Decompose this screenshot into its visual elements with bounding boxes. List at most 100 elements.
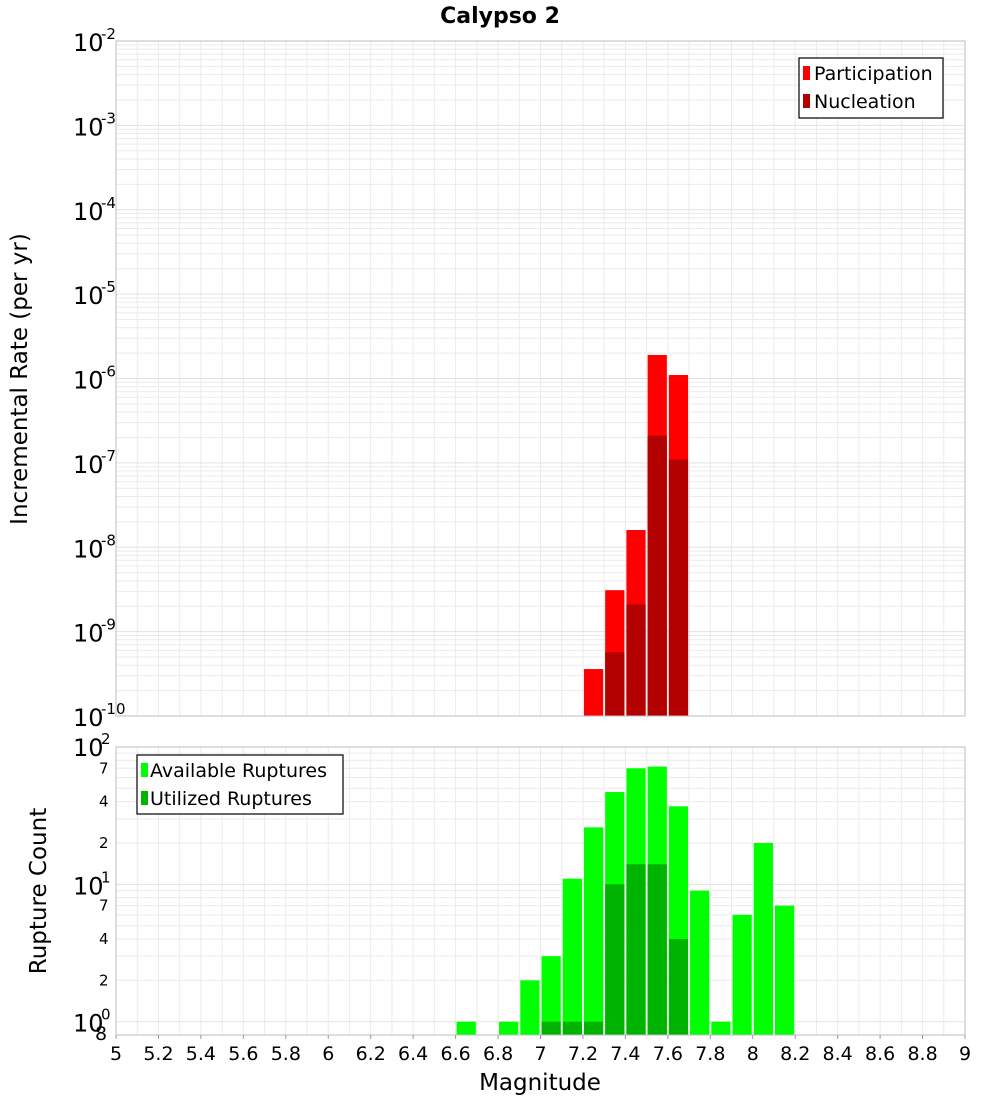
rate-y-tick-base: 10 — [73, 620, 104, 648]
x-tick-label: 6.6 — [440, 1043, 470, 1065]
utilized-ruptures-bar — [626, 864, 646, 1035]
nucleation-bar — [605, 652, 625, 716]
x-tick-label: 6.8 — [483, 1043, 513, 1065]
rate-y-tick-exponent: -9 — [101, 616, 116, 634]
count-y-axis-label: Rupture Count — [26, 808, 52, 974]
x-tick-label: 5.6 — [228, 1043, 258, 1065]
rate-y-tick-base: 10 — [73, 29, 104, 57]
rate-y-tick-base: 10 — [73, 704, 104, 732]
count-legend: Available Ruptures Utilized Ruptures — [136, 754, 344, 815]
x-tick-label: 8.8 — [907, 1043, 937, 1065]
x-tick-label: 7.2 — [568, 1043, 598, 1065]
nucleation-bar — [647, 435, 667, 716]
count-y-tick-exponent: 0 — [101, 1006, 111, 1024]
x-tick-label: 7 — [534, 1043, 546, 1065]
participation-legend-swatch — [803, 66, 810, 80]
rate-y-tick-exponent: -7 — [101, 447, 116, 465]
x-tick-label: 7.8 — [695, 1043, 725, 1065]
rate-y-tick-exponent: -3 — [101, 109, 116, 127]
x-tick-label: 8.2 — [780, 1043, 810, 1065]
count-legend-box — [136, 754, 344, 815]
utilized-ruptures-bar — [605, 884, 625, 1035]
x-tick-label: 9 — [959, 1043, 971, 1065]
available-ruptures-bar — [456, 1021, 476, 1035]
nucleation-bar — [668, 459, 689, 716]
x-tick-label: 7.4 — [610, 1043, 640, 1065]
count-gridlines — [115, 747, 966, 1035]
count-y-tick-base: 10 — [73, 872, 104, 900]
x-tick-label: 6 — [322, 1043, 334, 1065]
available-ruptures-bar — [774, 905, 795, 1035]
rate-y-axis-label: Incremental Rate (per yr) — [7, 233, 33, 525]
available-ruptures-bar — [541, 956, 561, 1035]
x-tick-label: 8.6 — [865, 1043, 895, 1065]
utilized-ruptures-bar — [583, 1021, 604, 1035]
count-y-minor-tick-label: 4 — [99, 930, 109, 948]
count-y-tick-exponent: 2 — [101, 730, 111, 748]
count-y-minor-tick-label: 7 — [99, 897, 109, 915]
rate-y-tick-base: 10 — [73, 367, 104, 395]
count-y-tick-base: 10 — [73, 1010, 104, 1038]
available-legend-label: Available Ruptures — [150, 760, 327, 782]
nucleation-bar — [626, 604, 646, 716]
count-y-tick-base: 10 — [73, 734, 104, 762]
utilized-legend-label: Utilized Ruptures — [150, 788, 312, 810]
rate-y-tick-base: 10 — [73, 451, 104, 479]
count-y-minor-tick-label: 2 — [99, 834, 109, 852]
count-y-minor-tick-label: 4 — [99, 793, 109, 811]
rate-y-tick-exponent: -5 — [101, 278, 116, 296]
rate-legend-box — [798, 57, 944, 119]
utilized-legend-swatch — [141, 791, 148, 805]
utilized-ruptures-bars — [541, 864, 689, 1035]
x-axis-label: Magnitude — [479, 1070, 601, 1096]
available-ruptures-bar — [499, 1021, 519, 1035]
participation-legend-label: Participation — [814, 63, 933, 85]
rate-panel: 10-210-310-410-510-610-710-810-910-10 In… — [7, 25, 966, 732]
count-x-ticks: 5 5.2 5.4 5.6 5.8 6 6.2 6.4 6.6 6.8 7 7.2 7.4 7.6 7.8 8… — [110, 1035, 971, 1065]
available-ruptures-bar — [711, 1021, 731, 1035]
count-y-minor-tick-label: 2 — [99, 971, 109, 989]
participation-bar — [583, 669, 604, 716]
utilized-ruptures-bar — [541, 1021, 561, 1035]
available-ruptures-bar — [583, 827, 604, 1035]
available-ruptures-bar — [753, 843, 773, 1035]
rate-y-tick-exponent: -6 — [101, 363, 116, 381]
available-ruptures-bar — [732, 914, 752, 1035]
utilized-ruptures-bar — [668, 939, 689, 1035]
x-tick-label: 8.4 — [823, 1043, 853, 1065]
rate-plot-frame — [115, 40, 966, 717]
count-y-tick-exponent: 1 — [101, 868, 111, 886]
rate-y-tick-exponent: -4 — [101, 194, 116, 212]
count-y-bottom-tick-label: 8 — [95, 1023, 107, 1045]
x-tick-label: 8 — [747, 1043, 759, 1065]
rate-y-tick-base: 10 — [73, 282, 104, 310]
utilized-ruptures-bar — [647, 864, 667, 1035]
available-ruptures-bar — [562, 878, 582, 1035]
available-ruptures-bar — [690, 890, 710, 1035]
x-tick-label: 5.2 — [143, 1043, 173, 1065]
available-legend-swatch — [141, 763, 148, 777]
rate-y-tick-base: 10 — [73, 535, 104, 563]
nucleation-legend-swatch — [803, 94, 810, 108]
rate-y-tick-base: 10 — [73, 113, 104, 141]
nucleation-legend-label: Nucleation — [814, 91, 916, 113]
nucleation-bars — [605, 435, 689, 716]
rate-y-tick-exponent: -10 — [101, 700, 126, 718]
utilized-ruptures-bar — [562, 1021, 582, 1035]
rate-y-ticks: 10-210-310-410-510-610-710-810-910-10 — [73, 25, 126, 732]
rate-y-tick-exponent: -8 — [101, 531, 116, 549]
x-tick-label: 6.4 — [398, 1043, 428, 1065]
x-tick-label: 5.4 — [186, 1043, 216, 1065]
available-ruptures-bar — [520, 980, 540, 1035]
count-y-minor-tick-label: 7 — [99, 759, 109, 777]
chart-title: Calypso 2 — [440, 4, 560, 29]
x-tick-label: 6.2 — [356, 1043, 386, 1065]
x-tick-label: 5.8 — [271, 1043, 301, 1065]
rate-legend: Participation Nucleation — [798, 57, 944, 119]
x-tick-label: 7.6 — [653, 1043, 683, 1065]
rate-y-tick-exponent: -2 — [101, 25, 116, 43]
rate-gridlines — [115, 41, 966, 717]
